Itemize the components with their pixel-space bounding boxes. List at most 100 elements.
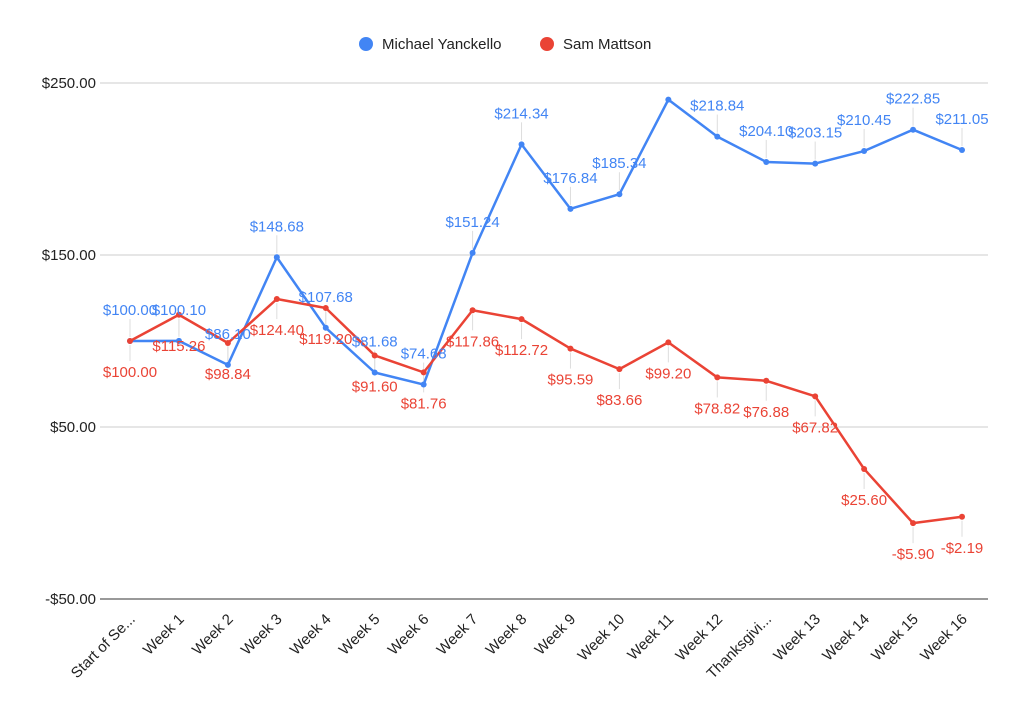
data-point <box>273 296 280 303</box>
y-tick-label: $50.00 <box>50 419 96 436</box>
data-label: $214.34 <box>494 105 548 122</box>
data-point <box>665 96 672 103</box>
data-point <box>861 148 868 155</box>
data-label: $91.60 <box>352 378 398 395</box>
data-point <box>812 393 819 400</box>
data-label: $81.68 <box>352 334 398 351</box>
data-point <box>861 465 868 472</box>
data-label: $25.60 <box>841 492 887 509</box>
x-tick-label: Week 1 <box>140 611 188 659</box>
data-point <box>322 304 329 311</box>
data-point <box>224 339 231 346</box>
data-point <box>273 254 280 261</box>
x-axis-ticks: Start of Se... Week 1 Week 2 Week 3 Week 4 We… <box>68 611 971 683</box>
data-point <box>714 133 721 140</box>
data-label: $98.84 <box>205 366 251 383</box>
data-label: $222.85 <box>886 91 940 108</box>
x-tick-label: Week 6 <box>385 611 433 659</box>
x-tick-label: Week 11 <box>624 611 677 664</box>
series-line <box>129 98 963 386</box>
data-label: $176.84 <box>543 170 597 187</box>
data-point <box>224 361 231 368</box>
data-label: $124.40 <box>250 322 304 339</box>
gridlines <box>100 82 988 600</box>
x-tick-label: Week 16 <box>917 611 971 665</box>
series-line <box>129 297 963 525</box>
x-tick-label: Week 14 <box>819 611 873 665</box>
data-label: $210.45 <box>837 112 891 129</box>
data-point <box>812 160 819 167</box>
x-tick-label: Start of Se... <box>68 611 139 682</box>
data-point <box>567 345 574 352</box>
data-label: -$5.90 <box>892 546 935 563</box>
data-label: $151.24 <box>445 214 499 231</box>
y-tick-label: $150.00 <box>42 247 96 264</box>
data-point <box>518 316 525 323</box>
data-label: $100.10 <box>152 302 206 319</box>
data-label: $76.88 <box>743 404 789 421</box>
data-label: $119.20 <box>299 331 352 348</box>
x-tick-label: Week 9 <box>532 611 580 659</box>
x-tick-label: Week 4 <box>287 611 335 659</box>
data-point <box>763 158 770 165</box>
data-point <box>910 126 917 133</box>
data-label: $95.59 <box>548 372 594 389</box>
legend: Michael Yanckello Sam Mattson <box>359 36 651 53</box>
data-label: $204.10 <box>739 123 793 140</box>
x-tick-label: Week 2 <box>189 611 237 659</box>
data-point <box>763 377 770 384</box>
data-label: $148.68 <box>250 218 304 235</box>
data-point <box>420 369 427 376</box>
data-label: $107.68 <box>299 289 353 306</box>
data-label: $86.10 <box>205 326 251 343</box>
y-tick-label: -$50.00 <box>45 591 96 608</box>
legend-marker <box>540 37 554 51</box>
data-label: $112.72 <box>495 342 548 359</box>
data-point <box>420 381 427 388</box>
data-point <box>469 307 476 314</box>
data-label: $211.05 <box>935 111 988 128</box>
label-leader-lines <box>129 107 963 544</box>
data-label: $74.68 <box>401 346 447 363</box>
data-point <box>959 513 965 520</box>
y-axis-ticks: -$50.00 $50.00 $150.00 $250.00 <box>42 75 96 608</box>
x-tick-label: Week 5 <box>336 611 384 659</box>
x-tick-label: Week 15 <box>868 611 922 665</box>
data-label: $117.86 <box>446 333 499 350</box>
data-point <box>127 338 133 344</box>
data-point <box>959 146 965 153</box>
data-point <box>714 374 721 381</box>
data-label: $81.76 <box>401 395 447 412</box>
x-tick-label: Week 7 <box>434 611 482 659</box>
legend-label: Michael Yanckello <box>382 36 502 53</box>
data-label: $99.20 <box>645 365 691 382</box>
data-point <box>616 191 623 198</box>
data-point <box>175 311 182 318</box>
x-tick-label: Week 3 <box>238 611 286 659</box>
data-label: $218.84 <box>690 98 744 115</box>
x-tick-label: Week 13 <box>770 611 824 665</box>
data-point <box>567 205 574 212</box>
data-label: -$2.19 <box>941 540 984 557</box>
data-point <box>910 520 917 527</box>
data-point <box>371 369 378 376</box>
data-point <box>665 339 672 346</box>
data-label: $67.82 <box>792 419 838 436</box>
data-label: $100.00 <box>103 302 157 319</box>
x-tick-label: Week 8 <box>483 611 531 659</box>
data-label: $203.15 <box>788 125 842 142</box>
legend-marker <box>359 37 373 51</box>
data-label: $115.26 <box>152 338 205 355</box>
data-label: $185.34 <box>592 155 646 172</box>
data-point <box>175 337 182 344</box>
data-point <box>371 352 378 359</box>
data-label: $100.00 <box>103 364 157 381</box>
y-tick-label: $250.00 <box>42 75 96 92</box>
data-point <box>518 141 525 148</box>
data-label: $78.82 <box>694 400 740 417</box>
data-labels: $100.00$100.10$86.10$148.68$107.68$81.68… <box>103 91 989 563</box>
legend-label: Sam Mattson <box>563 36 651 53</box>
data-point <box>469 249 476 256</box>
